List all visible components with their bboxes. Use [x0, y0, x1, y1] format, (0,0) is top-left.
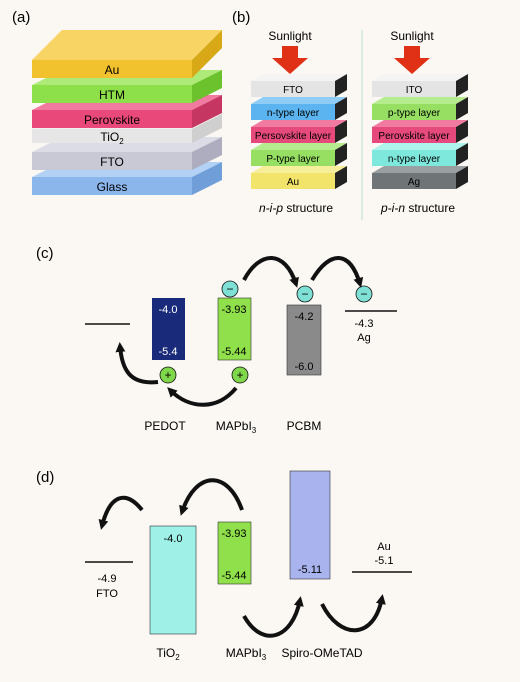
panel-a-stack: Glass FTO TiO2 Perovskite: [32, 30, 222, 195]
pedot-label: PEDOT: [144, 419, 186, 433]
au-layer: [32, 60, 192, 78]
perovskite-layer: [32, 110, 192, 128]
svg-text:P-type layer: P-type layer: [266, 154, 320, 165]
pedot-top-value: -4.0: [159, 304, 178, 316]
pin-layer-perovskite: Perovskite layer: [372, 120, 468, 143]
electron-to-fto-arrow: [98, 495, 144, 530]
tio2-top-value: -4.0: [164, 533, 183, 545]
svg-text:FTO: FTO: [283, 85, 303, 96]
pin-caption: p-i-n structure: [380, 201, 455, 215]
panel-d-label: (d): [36, 469, 54, 486]
tio2-layer-side: [192, 114, 222, 143]
mapbi-c-label: MAPbI3: [216, 419, 257, 435]
au-d-label: Au: [377, 541, 390, 553]
electron-transfer-arrow-2: [310, 256, 364, 288]
fto-layer: [32, 152, 192, 170]
mapbi-c-bottom-value: -5.44: [221, 346, 246, 358]
svg-text:Ag: Ag: [408, 177, 420, 188]
fto-label: FTO: [100, 155, 124, 169]
pin-layer-ito: ITO: [372, 74, 468, 97]
fto-value: -4.9: [98, 573, 117, 585]
nip-layer-au: Au: [251, 166, 347, 189]
hole-mapbi-icon: [231, 366, 249, 384]
mapbi-d-top-value: -3.93: [221, 528, 246, 540]
au-layer-top: [32, 30, 222, 60]
electron-pcbm-icon: [296, 285, 314, 303]
hole-pedot-icon: [159, 366, 177, 384]
pin-stack: Sunlight Ag n-type layer Perovskite laye…: [372, 29, 468, 215]
pedot-bottom-value: -5.4: [159, 346, 178, 358]
mapbi-d-band-box: [217, 521, 252, 585]
svg-text:n-type layer: n-type layer: [267, 108, 320, 119]
hole-to-spiro-arrow: [242, 596, 304, 638]
ag-value: -4.3: [355, 318, 374, 330]
nip-layer-perovskite: Persovskite layer: [251, 120, 347, 143]
hole-transfer-arrow-2: [167, 386, 238, 407]
pin-layer-n-type: n-type layer: [372, 143, 468, 166]
tio2-band-box: [149, 525, 197, 635]
pin-sunlight-label: Sunlight: [390, 29, 434, 43]
glass-layer: [32, 177, 192, 195]
spiro-band-box: [289, 470, 331, 580]
au-label: Au: [105, 63, 120, 77]
electron-to-tio2-arrow: [179, 478, 244, 516]
svg-text:Au: Au: [287, 177, 299, 188]
svg-text:p-type layer: p-type layer: [388, 108, 441, 119]
svg-text:Persovskite layer: Persovskite layer: [255, 131, 332, 142]
nip-stack: Sunlight Au P-type layer Persovskite lay…: [251, 29, 347, 215]
pcbm-bottom-value: -6.0: [295, 361, 314, 373]
tio2-layer: [32, 129, 192, 143]
glass-label: Glass: [97, 180, 128, 194]
htm-layer-side: [192, 70, 222, 103]
perovskite-label: Perovskite: [84, 113, 140, 127]
pin-layer-ag: Ag: [372, 166, 468, 189]
electron-ag-icon: [355, 285, 373, 303]
electron-transfer-arrow-1: [242, 256, 299, 288]
panel-c-label: (c): [36, 245, 54, 262]
spiro-bottom-value: -5.11: [298, 564, 322, 576]
au-d-value: -5.1: [375, 555, 394, 567]
pcbm-top-value: -4.2: [295, 311, 314, 323]
htm-layer: [32, 85, 192, 103]
nip-layer-p-type: P-type layer: [251, 143, 347, 166]
mapbi-d-bottom-value: -5.44: [221, 570, 246, 582]
au-layer-side: [192, 30, 222, 78]
tio2-label: TiO2: [100, 130, 124, 146]
panel-a-label: (a): [12, 9, 30, 26]
nip-sunlight-arrow: [272, 46, 308, 74]
hole-mapbi-symbol: +: [236, 368, 243, 382]
mapbi-d-label: MAPbI3: [226, 646, 267, 662]
nip-layer-fto: FTO: [251, 74, 347, 97]
svg-text:ITO: ITO: [406, 85, 423, 96]
nip-sunlight-label: Sunlight: [268, 29, 312, 43]
nip-caption: n-i-p structure: [259, 201, 333, 215]
perovskite-layer-side: [192, 95, 222, 128]
fto-layer-side: [192, 137, 222, 170]
electron-ag-symbol: −: [360, 287, 367, 301]
electron-pcbm-symbol: −: [301, 287, 308, 301]
fto-d-label: FTO: [96, 588, 118, 600]
pcbm-label: PCBM: [287, 419, 322, 433]
svg-text:n-type layer: n-type layer: [388, 154, 441, 165]
mapbi-c-band-box: [217, 297, 252, 361]
mapbi-c-top-value: -3.93: [221, 304, 246, 316]
electron-mapbi-icon: [221, 280, 239, 298]
pcbm-band-box: [286, 304, 322, 376]
panel-b-label: (b): [232, 9, 250, 26]
tio2-d-label: TiO2: [156, 646, 180, 662]
hole-to-au-arrow: [320, 594, 386, 633]
hole-transfer-arrow-1: [115, 342, 159, 385]
electron-mapbi-symbol: −: [226, 282, 233, 296]
spiro-label: Spiro-OMeTAD: [281, 646, 362, 660]
glass-layer-side: [192, 162, 222, 195]
pin-layer-p-type: p-type layer: [372, 97, 468, 120]
pedot-band-box: [152, 298, 185, 360]
pin-sunlight-arrow: [394, 46, 430, 74]
hole-pedot-symbol: +: [164, 368, 171, 382]
ag-label: Ag: [357, 332, 370, 344]
svg-text:Perovskite layer: Perovskite layer: [378, 131, 450, 142]
nip-layer-n-type: n-type layer: [251, 97, 347, 120]
htm-label: HTM: [99, 88, 125, 102]
